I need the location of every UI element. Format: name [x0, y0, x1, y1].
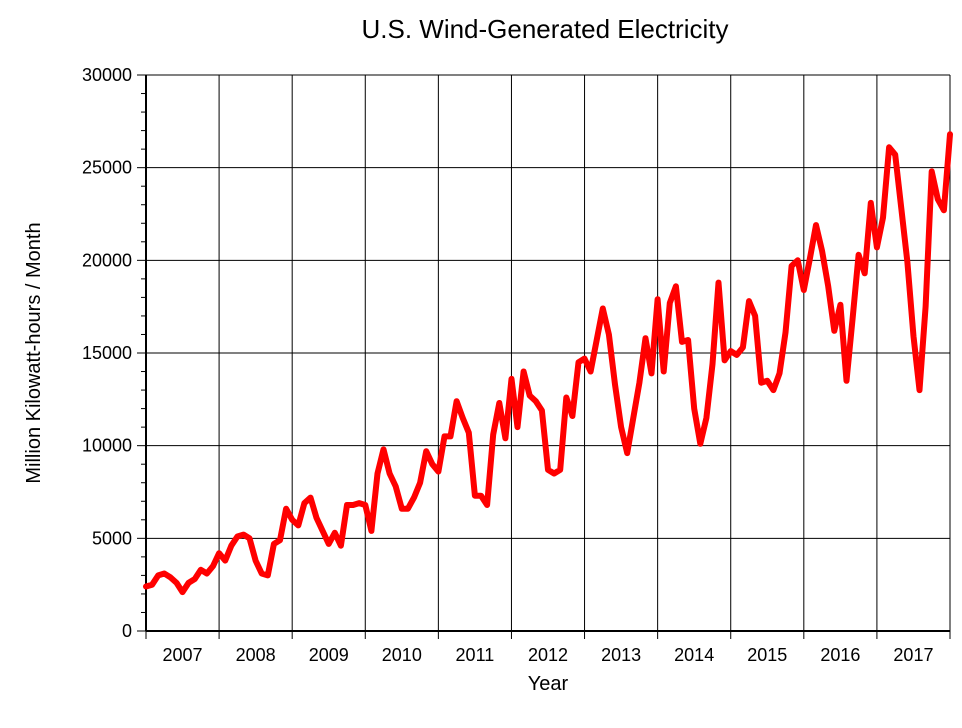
grid	[145, 74, 951, 632]
y-tick-label: 25000	[82, 158, 132, 178]
x-tick-label: 2011	[456, 645, 495, 665]
x-tick-label: 2012	[528, 645, 568, 665]
y-tick-label: 10000	[82, 436, 132, 456]
y-axis-ticks: 0 5000 10000 15000 20000 25000 30000	[82, 65, 146, 641]
y-tick-label: 5000	[92, 528, 132, 548]
x-axis-label: Year	[528, 673, 569, 695]
x-tick-label: 2010	[382, 645, 422, 665]
x-tick-label: 2013	[601, 645, 641, 665]
chart-title: U.S. Wind-Generated Electricity	[361, 14, 728, 44]
y-tick-label: 20000	[82, 250, 132, 270]
series-line-wind-generation	[143, 131, 953, 596]
x-tick-label: 2007	[163, 645, 203, 665]
x-tick-label: 2016	[820, 645, 860, 665]
y-tick-label: 0	[122, 621, 132, 641]
y-tick-label: 15000	[82, 343, 132, 363]
x-axis-ticks: 2007 2008 2009 2010 2011 2012 2013 2014 2015 2016…	[145, 631, 951, 665]
x-tick-label: 2015	[747, 645, 787, 665]
y-axis-label: Million Kilowatt-hours / Month	[23, 222, 45, 483]
x-tick-label: 2017	[893, 645, 933, 665]
x-tick-label: 2008	[236, 645, 276, 665]
y-tick-label: 30000	[82, 65, 132, 85]
x-tick-label: 2014	[674, 645, 714, 665]
x-tick-label: 2009	[309, 645, 349, 665]
